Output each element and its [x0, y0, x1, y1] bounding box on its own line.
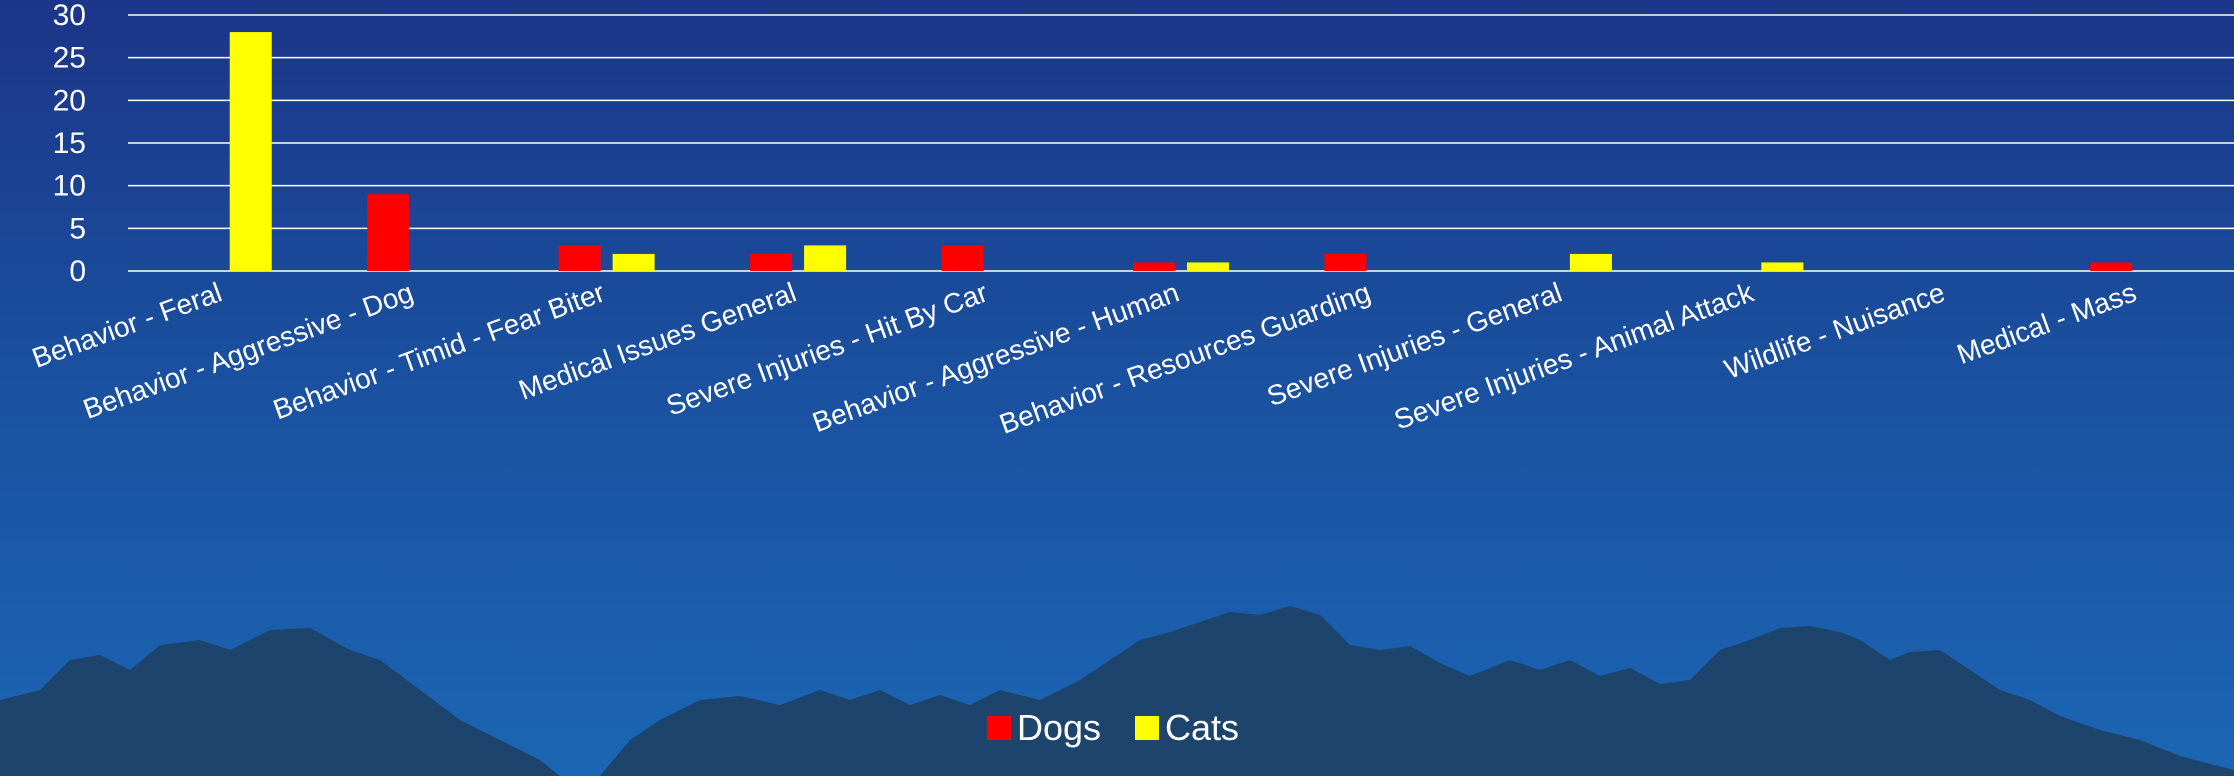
legend-swatch-dogs: [987, 716, 1011, 740]
y-axis-ticks: 0 5 10 15 20 25 30: [53, 0, 86, 288]
x-category-label: Medical - Mass: [1953, 277, 2141, 371]
x-category-label: Behavior - Timid - Fear Biter: [269, 277, 609, 426]
legend: Dogs Cats: [987, 707, 1239, 748]
y-tick-label: 30: [53, 0, 86, 32]
bar-dogs-6: [1324, 253, 1367, 271]
legend-label-dogs: Dogs: [1017, 707, 1101, 748]
bar-cats-7: [1569, 253, 1612, 271]
mountain-silhouette: [0, 628, 560, 776]
y-tick-label: 25: [53, 42, 86, 75]
y-tick-label: 0: [69, 255, 86, 288]
x-category-label: Behavior - Aggressive - Dog: [79, 277, 417, 425]
background-decoration: [0, 606, 2234, 776]
x-category-label: Behavior - Resources Guarding: [995, 277, 1374, 440]
x-category-label: Severe Injuries - Animal Attack: [1390, 276, 1758, 435]
legend-swatch-cats: [1135, 716, 1159, 740]
bar-cats-0: [229, 32, 272, 271]
y-tick-label: 10: [53, 170, 86, 203]
bar-cats-5: [1187, 262, 1229, 271]
bar-dogs-1: [367, 194, 410, 271]
mountain-silhouette: [600, 606, 2234, 776]
x-category-label: Wildlife - Nuisance: [1720, 277, 1948, 385]
bar-dogs-3: [750, 253, 793, 271]
gridlines: [128, 14, 2234, 272]
bar-dogs-4: [941, 245, 984, 271]
y-tick-label: 20: [53, 84, 86, 117]
y-tick-label: 15: [53, 127, 86, 160]
bar-cats-8: [1761, 262, 1804, 271]
y-tick-label: 5: [69, 212, 86, 245]
bar-cats-2: [612, 253, 655, 271]
bar-dogs-2: [558, 245, 601, 271]
bar-dogs-5: [1133, 262, 1175, 271]
legend-label-cats: Cats: [1165, 707, 1239, 748]
bar-cats-3: [804, 245, 847, 271]
x-category-label: Severe Injuries - Hit By Car: [662, 277, 991, 422]
bar-dogs-10: [2090, 262, 2133, 271]
bars: [229, 32, 2133, 271]
